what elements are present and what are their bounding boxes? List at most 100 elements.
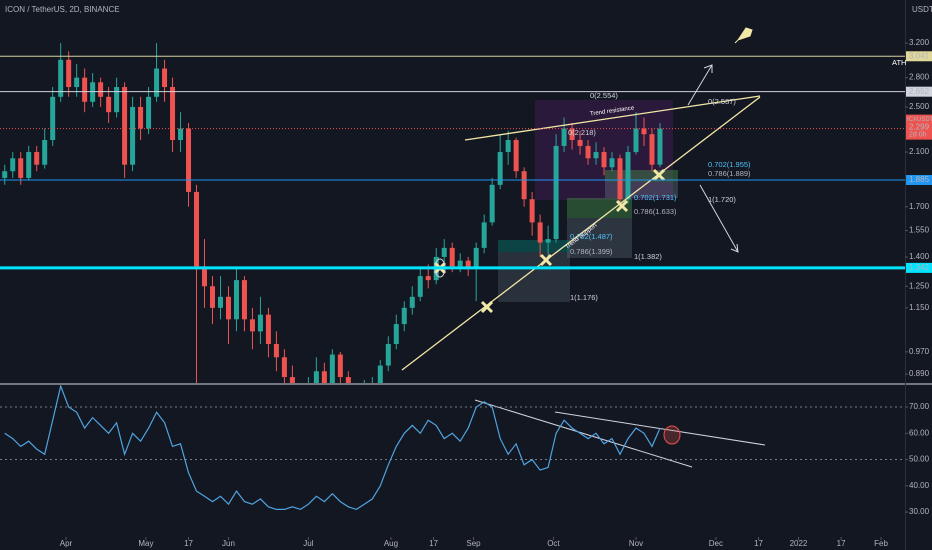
annotation: 0.702(1.955)	[708, 160, 751, 169]
price-label-box	[906, 174, 932, 185]
y-tick-label: 70.00	[909, 402, 930, 411]
fib-boxes	[498, 100, 678, 302]
candle-body	[98, 82, 104, 97]
candle-body	[529, 199, 535, 223]
candle-body	[10, 158, 16, 172]
candle-body	[178, 128, 184, 141]
y-tick-label: 30.00	[909, 507, 930, 516]
candle-body	[545, 239, 551, 243]
candle-body	[202, 266, 208, 287]
symbol-title: ICON / TetherUS, 2D, BINANCE	[5, 5, 120, 14]
candle-body	[130, 106, 136, 165]
candle-body	[162, 68, 168, 88]
fib-box	[567, 218, 632, 258]
y-tick-label: 40.00	[909, 481, 930, 490]
candle-body	[521, 171, 527, 200]
annotation: 1(1.720)	[708, 195, 736, 204]
candle-body	[273, 343, 279, 358]
candle-body	[146, 96, 152, 129]
y-tick-label: 2.800	[909, 73, 930, 82]
x-tick-label: Nov	[629, 539, 643, 548]
x-tick-label: Jun	[222, 539, 235, 548]
candle-body	[641, 128, 647, 135]
candle-body	[441, 247, 447, 257]
x-tick-label: Dec	[709, 539, 723, 548]
y-tick-label: 0.970	[909, 347, 930, 356]
candle-body	[457, 260, 463, 267]
x-tick-label: Apr	[60, 539, 73, 548]
candle-body	[553, 145, 559, 240]
candle-body	[625, 152, 631, 200]
x-tick-label: Jul	[303, 539, 313, 548]
candle-body	[401, 307, 407, 325]
drawings	[401, 27, 766, 468]
candle-body	[34, 152, 40, 165]
x-tick-label: 17	[754, 539, 763, 548]
arrow-up	[687, 64, 713, 106]
candle-body	[289, 377, 295, 383]
candle-body	[138, 106, 144, 129]
candle-body	[329, 354, 335, 383]
annotation: 0.702(1.487)	[570, 232, 613, 241]
x-tick-label: May	[138, 539, 153, 548]
rsi-line	[4, 385, 661, 511]
candle-body	[617, 158, 623, 200]
annotation: 1(1.176)	[570, 293, 598, 302]
fib-box	[605, 182, 678, 198]
candle-body	[505, 140, 511, 153]
candle-body	[337, 354, 343, 378]
price-label-box	[906, 262, 932, 273]
annotation: 0.786(1.633)	[634, 207, 677, 216]
candle-body	[114, 87, 120, 113]
candle-body	[513, 140, 519, 172]
price-pane	[2, 43, 663, 383]
annotation: 0.786(1.889)	[708, 169, 751, 178]
candle-body	[122, 87, 128, 165]
annotation: 1(1.382)	[634, 252, 662, 261]
candle-body	[609, 158, 615, 168]
y-tick-label: 2.100	[909, 147, 930, 156]
candle-body	[417, 276, 423, 297]
price-label-box	[906, 51, 932, 62]
x-tick-label: Oct	[547, 539, 560, 548]
candle-body	[249, 319, 255, 332]
y-tick-label: 60.00	[909, 428, 930, 437]
y-tick-label: 1.150	[909, 303, 930, 312]
candle-body	[601, 152, 607, 168]
candle-body	[42, 140, 48, 165]
price-label-value: 2.652	[909, 87, 930, 96]
candle-body	[154, 68, 160, 97]
candle-body	[313, 371, 319, 383]
candle-body	[489, 184, 495, 223]
x-tick-label: Feb	[874, 539, 888, 548]
price-label-value: 1.342	[909, 263, 930, 272]
y-tick-label: 1.700	[909, 202, 930, 211]
annotation: 0.702(1.731)	[634, 193, 677, 202]
price-label-box	[906, 114, 932, 140]
trend-resistance-line	[464, 95, 761, 141]
candle-body	[497, 152, 503, 185]
x-tick-label: 17	[429, 539, 438, 548]
candle-body	[425, 276, 431, 281]
fib-box	[567, 198, 632, 218]
candle-body	[481, 222, 487, 248]
candle-body	[66, 59, 72, 88]
candle-body	[82, 77, 88, 102]
x-tick-label: 2022	[790, 539, 808, 548]
trend-support-line	[401, 96, 761, 371]
rsi-trend-line	[474, 399, 693, 468]
candle-body	[409, 296, 415, 308]
candle-body	[217, 296, 223, 308]
candle-body	[26, 152, 32, 178]
candle-body	[58, 59, 64, 97]
candle-body	[473, 247, 479, 269]
annotation: 0(2.587)	[708, 97, 736, 106]
candle-body	[633, 128, 639, 153]
candle-body	[225, 296, 231, 320]
candle-body	[585, 145, 591, 159]
price-label-countdown: 2d 0h	[909, 131, 927, 138]
candle-body	[265, 314, 271, 344]
x-tick-label: Aug	[384, 539, 398, 548]
